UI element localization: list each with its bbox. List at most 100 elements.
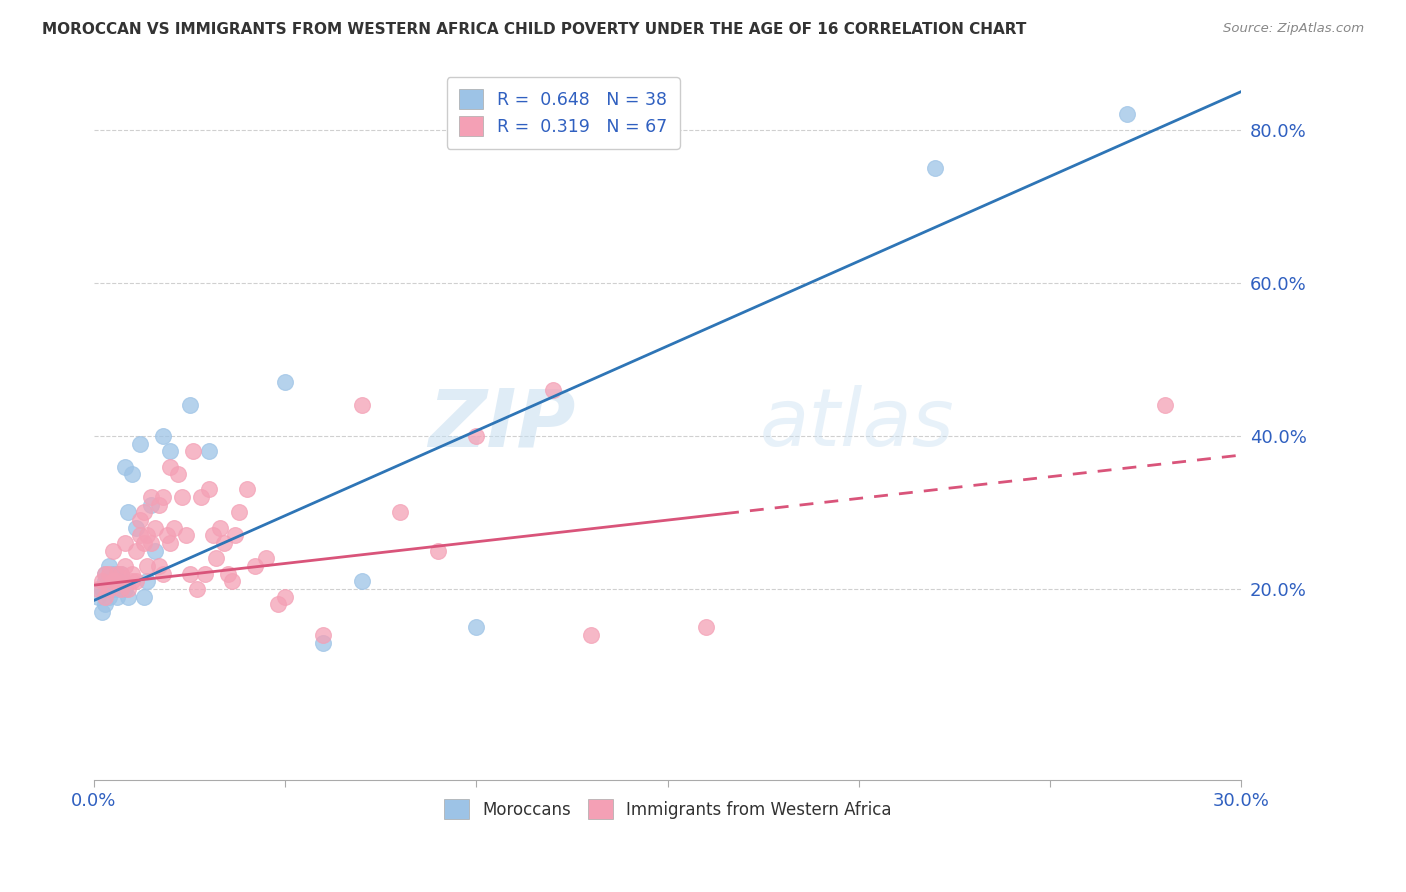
Point [121,566,143,581]
Point [94,566,117,581]
Point [143,543,166,558]
Point [205,551,228,566]
Point [90,582,112,596]
Point [117,590,139,604]
Point [197,444,219,458]
Point [266,597,288,611]
Point [254,551,277,566]
Point [167,467,190,482]
Point [141,490,163,504]
Point [186,582,208,596]
Point [197,483,219,497]
Text: Source: ZipAtlas.com: Source: ZipAtlas.com [1223,22,1364,36]
Point [132,590,155,604]
Text: ZIP: ZIP [429,385,576,464]
Point [114,559,136,574]
Point [209,521,232,535]
Point [179,398,201,412]
Point [183,444,205,458]
Point [114,536,136,550]
Point [350,574,373,589]
Point [243,559,266,574]
Point [90,605,112,619]
Point [148,559,170,574]
Point [1115,107,1137,121]
Point [465,429,488,443]
Point [388,505,411,519]
Point [101,574,124,589]
Point [128,513,150,527]
Point [94,566,117,581]
Point [190,490,212,504]
Point [101,543,124,558]
Text: MOROCCAN VS IMMIGRANTS FROM WESTERN AFRICA CHILD POVERTY UNDER THE AGE OF 16 COR: MOROCCAN VS IMMIGRANTS FROM WESTERN AFRI… [42,22,1026,37]
Point [121,574,143,589]
Point [105,566,128,581]
Point [90,574,112,589]
Point [98,574,121,589]
Point [141,536,163,550]
Point [143,521,166,535]
Point [155,528,177,542]
Point [136,574,159,589]
Point [136,559,159,574]
Point [312,635,335,649]
Point [228,505,250,519]
Point [98,559,121,574]
Text: atlas: atlas [759,385,955,464]
Point [125,521,148,535]
Point [121,467,143,482]
Point [274,590,297,604]
Point [125,574,148,589]
Point [110,574,132,589]
Point [105,574,128,589]
Point [117,505,139,519]
Point [212,536,235,550]
Point [465,620,488,634]
Point [194,566,217,581]
Point [114,459,136,474]
Point [427,543,450,558]
Point [141,498,163,512]
Point [98,590,121,604]
Point [217,566,239,581]
Point [152,429,174,443]
Point [98,582,121,596]
Point [101,566,124,581]
Point [110,582,132,596]
Point [152,566,174,581]
Point [101,582,124,596]
Point [110,566,132,581]
Point [159,536,181,550]
Point [152,490,174,504]
Point [87,582,110,596]
Point [87,590,110,604]
Point [695,620,717,634]
Point [128,436,150,450]
Point [148,498,170,512]
Point [114,582,136,596]
Point [159,444,181,458]
Point [274,376,297,390]
Point [128,528,150,542]
Point [94,590,117,604]
Point [125,543,148,558]
Point [312,628,335,642]
Point [105,590,128,604]
Point [136,528,159,542]
Point [236,483,259,497]
Point [132,536,155,550]
Point [221,574,243,589]
Point [117,582,139,596]
Point [350,398,373,412]
Point [179,566,201,581]
Point [163,521,186,535]
Point [105,566,128,581]
Point [159,459,181,474]
Legend: Moroccans, Immigrants from Western Africa: Moroccans, Immigrants from Western Afric… [437,793,898,825]
Point [174,528,197,542]
Point [170,490,193,504]
Point [201,528,224,542]
Point [224,528,246,542]
Point [579,628,602,642]
